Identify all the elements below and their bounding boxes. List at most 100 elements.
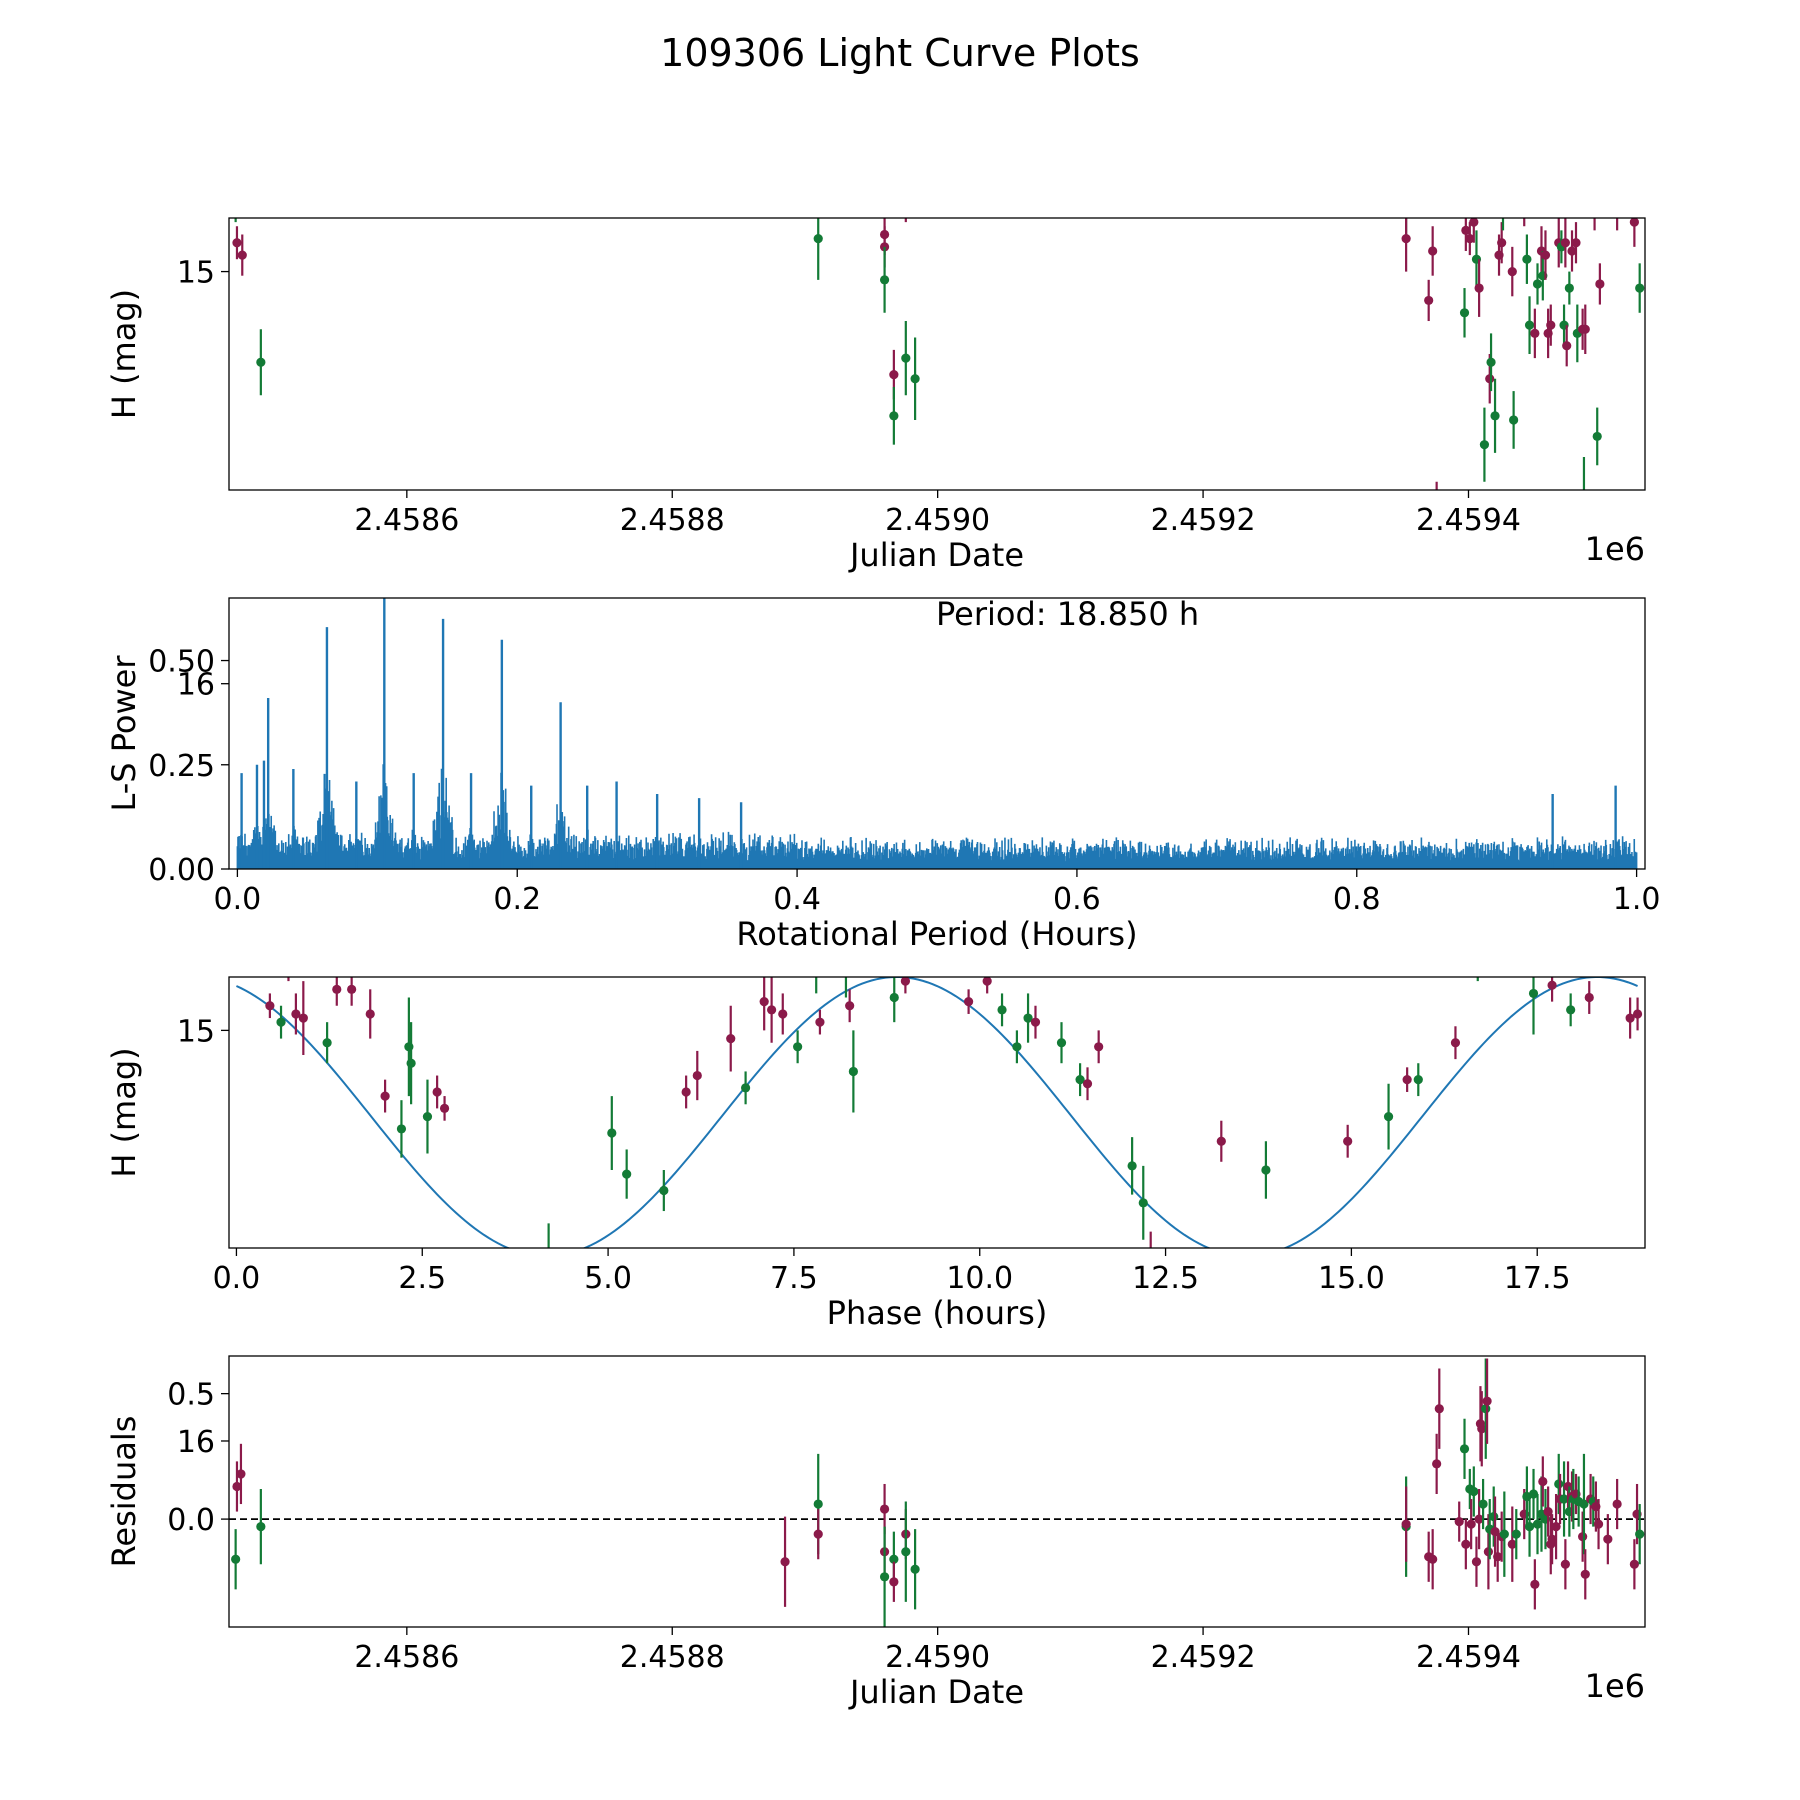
data-point: [1424, 295, 1434, 306]
data-point: [1584, 992, 1594, 1003]
data-point: [1030, 1017, 1041, 1027]
data-point: [1559, 1494, 1569, 1504]
phased-x-axis-label: Phase (hours): [827, 1294, 1048, 1332]
data-point: [1459, 1444, 1470, 1454]
phased-axes: 0.0 2.5 5.0 7.5 10.0 12.5 15.0 17.5 16 15 Phase (h…: [105, 1014, 1571, 1460]
lightcurve-y-axis-label: H (mag): [105, 289, 143, 419]
data-point: [1538, 1476, 1548, 1487]
data-point: [910, 374, 920, 384]
data-point: [1540, 250, 1551, 260]
data-point: [231, 1554, 241, 1564]
x-tick-label: 0.2: [493, 882, 541, 917]
data-point: [740, 1083, 751, 1093]
fit-curve: [236, 977, 1638, 1248]
data-point: [1592, 218, 1597, 219]
data-point: [1580, 1569, 1590, 1579]
data-point: [845, 1001, 855, 1011]
x-tick-label: 2.4586: [354, 1640, 459, 1675]
data-point: [1489, 1511, 1499, 1522]
data-point: [422, 1112, 433, 1122]
data-point: [1578, 1532, 1588, 1542]
periodogram-series: [236, 598, 1638, 869]
data-point: [1613, 205, 1622, 214]
data-point: [692, 1070, 702, 1081]
data-point: [1522, 254, 1532, 264]
data-point: [1450, 1038, 1461, 1048]
data-point: [1579, 494, 1588, 503]
data-point: [1402, 1075, 1412, 1085]
data-point: [901, 1547, 911, 1557]
data-point: [759, 997, 769, 1007]
data-point: [1012, 1042, 1022, 1052]
data-point: [1428, 1554, 1438, 1564]
data-point: [726, 1033, 736, 1044]
x-tick-label: 2.4586: [354, 503, 459, 538]
data-point: [1524, 1522, 1535, 1532]
data-point: [396, 1124, 407, 1134]
data-point: [237, 250, 247, 260]
data-point: [879, 275, 890, 285]
data-point: [1471, 1557, 1482, 1567]
phased-plot-frame: [228, 976, 1646, 1249]
data-point: [813, 234, 823, 244]
data-point: [889, 1554, 899, 1564]
data-point: [439, 1103, 450, 1113]
data-point: [1482, 1396, 1492, 1406]
data-point: [1485, 374, 1495, 384]
data-point: [1567, 246, 1577, 256]
data-point: [1482, 671, 1491, 680]
data-point: [901, 201, 910, 210]
data-point: [1562, 341, 1572, 351]
data-point: [1632, 1009, 1643, 1019]
data-point: [848, 1066, 858, 1077]
data-point: [1520, 197, 1529, 206]
data-point: [544, 1252, 553, 1261]
x-tick-label: 2.4594: [1416, 1640, 1521, 1675]
data-point: [1498, 185, 1507, 194]
data-point: [1564, 283, 1574, 293]
data-point: [1509, 415, 1519, 425]
data-point: [1635, 956, 1644, 965]
data-point: [1530, 328, 1540, 338]
data-point: [347, 984, 357, 994]
data-point: [1432, 1459, 1442, 1469]
x-tick-label: 1.0: [1613, 882, 1661, 917]
data-point: [813, 1499, 823, 1509]
data-point: [1094, 1042, 1104, 1052]
data-point: [1476, 613, 1485, 622]
data-point: [900, 977, 911, 986]
data-point: [1261, 1165, 1271, 1175]
data-point: [291, 1009, 301, 1019]
data-point: [681, 1087, 691, 1097]
x-tick-label: 2.5: [398, 1261, 446, 1296]
lightcurve-plot-frame: [228, 217, 1646, 491]
x-tick-label: 2.4592: [1151, 503, 1256, 538]
data-point: [1455, 180, 1464, 189]
data-point: [1529, 180, 1538, 189]
data-point: [1603, 1534, 1613, 1544]
data-point: [997, 1005, 1007, 1015]
data-point: [1603, 193, 1612, 202]
data-point: [1560, 238, 1570, 248]
data-point: [1532, 1519, 1543, 1529]
data-point: [1528, 988, 1539, 999]
x-tick-label: 5.0: [584, 1261, 632, 1296]
data-point: [1454, 1517, 1464, 1527]
data-point: [1592, 431, 1602, 442]
data-point: [332, 984, 342, 994]
lightcurve-points: [232, 164, 1645, 680]
residuals-offset-label: 1e6: [1585, 1667, 1645, 1705]
data-point: [814, 164, 823, 173]
data-point: [1528, 1489, 1539, 1499]
data-point: [1579, 1499, 1589, 1509]
data-point: [1474, 1514, 1484, 1524]
data-point: [622, 1169, 632, 1179]
data-point: [236, 1469, 246, 1479]
periodogram-line: [236, 764, 1638, 869]
data-point: [1497, 238, 1507, 248]
period-annotation: Period: 18.850 h: [936, 595, 1199, 633]
data-point: [879, 1572, 890, 1582]
data-point: [1127, 1161, 1137, 1171]
x-tick-label: 0.4: [773, 882, 821, 917]
x-tick-label: 2.4588: [620, 1640, 725, 1675]
